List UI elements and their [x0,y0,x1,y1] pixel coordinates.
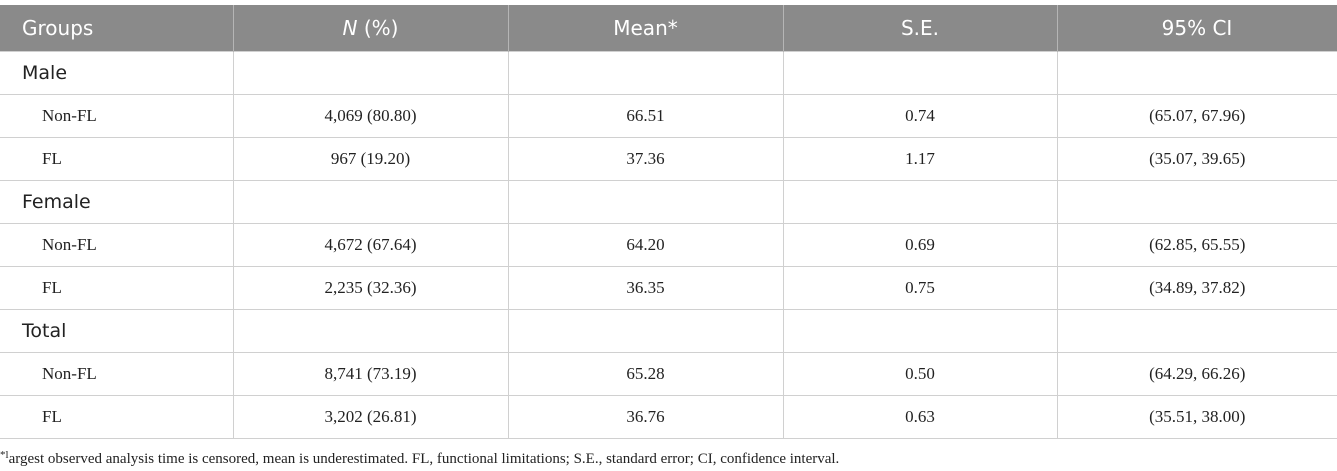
row-label: Non-FL [0,352,234,396]
row-label: Male [0,51,234,95]
empty-cell [232,180,509,224]
header-cell: 95% CI [1057,5,1337,52]
cell: 967 (19.20) [232,137,509,181]
empty-cell [507,309,784,353]
cell: 0.69 [782,223,1058,267]
cell: (64.29, 66.26) [1056,352,1337,396]
cell: 0.63 [782,395,1058,439]
data-row: FL 2,235 (32.36) 36.35 0.75 (34.89, 37.82) [0,266,1337,310]
empty-cell [507,180,784,224]
cell: 36.76 [507,395,784,439]
cell: 64.20 [507,223,784,267]
empty-cell [782,180,1058,224]
header-cell: N (%) [233,5,509,52]
row-label: FL [0,137,234,181]
header-cell: Groups [0,5,234,52]
cell: 3,202 (26.81) [232,395,509,439]
cell: 65.28 [507,352,784,396]
cell: (35.07, 39.65) [1056,137,1337,181]
cell: 0.74 [782,94,1058,138]
data-row: FL 3,202 (26.81) 36.76 0.63 (35.51, 38.00) [0,395,1337,439]
cell: 37.36 [507,137,784,181]
empty-cell [232,51,509,95]
cell: 66.51 [507,94,784,138]
data-table: Groups N (%) Mean* S.E. 95% CI Male Non-FL 4,0… [0,5,1337,439]
footnote: *largest observed analysis time is censo… [0,449,840,467]
cell: 0.75 [782,266,1058,310]
cell: 4,069 (80.80) [232,94,509,138]
row-label: Non-FL [0,94,234,138]
empty-cell [1056,309,1337,353]
cell: 4,672 (67.64) [232,223,509,267]
row-label: FL [0,266,234,310]
row-label: FL [0,395,234,439]
group-row: Male [0,51,1337,95]
header-cell: Mean* [508,5,784,52]
empty-cell [782,51,1058,95]
data-row: FL 967 (19.20) 37.36 1.17 (35.07, 39.65) [0,137,1337,181]
cell: 0.50 [782,352,1058,396]
data-row: Non-FL 4,069 (80.80) 66.51 0.74 (65.07, 67.9… [0,94,1337,138]
empty-cell [507,51,784,95]
empty-cell [782,309,1058,353]
data-row: Non-FL 4,672 (67.64) 64.20 0.69 (62.85, 65.5… [0,223,1337,267]
group-row: Total [0,309,1337,353]
row-label: Female [0,180,234,224]
cell: 36.35 [507,266,784,310]
empty-cell [1056,180,1337,224]
table-body: Male Non-FL 4,069 (80.80) 66.51 0.74 (65.07, … [0,51,1337,439]
row-label: Total [0,309,234,353]
cell: (34.89, 37.82) [1056,266,1337,310]
cell: (62.85, 65.55) [1056,223,1337,267]
cell: (65.07, 67.96) [1056,94,1337,138]
cell: 8,741 (73.19) [232,352,509,396]
group-row: Female [0,180,1337,224]
empty-cell [1056,51,1337,95]
header-cell: S.E. [783,5,1058,52]
header-row: Groups N (%) Mean* S.E. 95% CI [0,5,1337,52]
empty-cell [232,309,509,353]
cell: 1.17 [782,137,1058,181]
row-label: Non-FL [0,223,234,267]
cell: 2,235 (32.36) [232,266,509,310]
data-row: Non-FL 8,741 (73.19) 65.28 0.50 (64.29, 66.2… [0,352,1337,396]
cell: (35.51, 38.00) [1056,395,1337,439]
